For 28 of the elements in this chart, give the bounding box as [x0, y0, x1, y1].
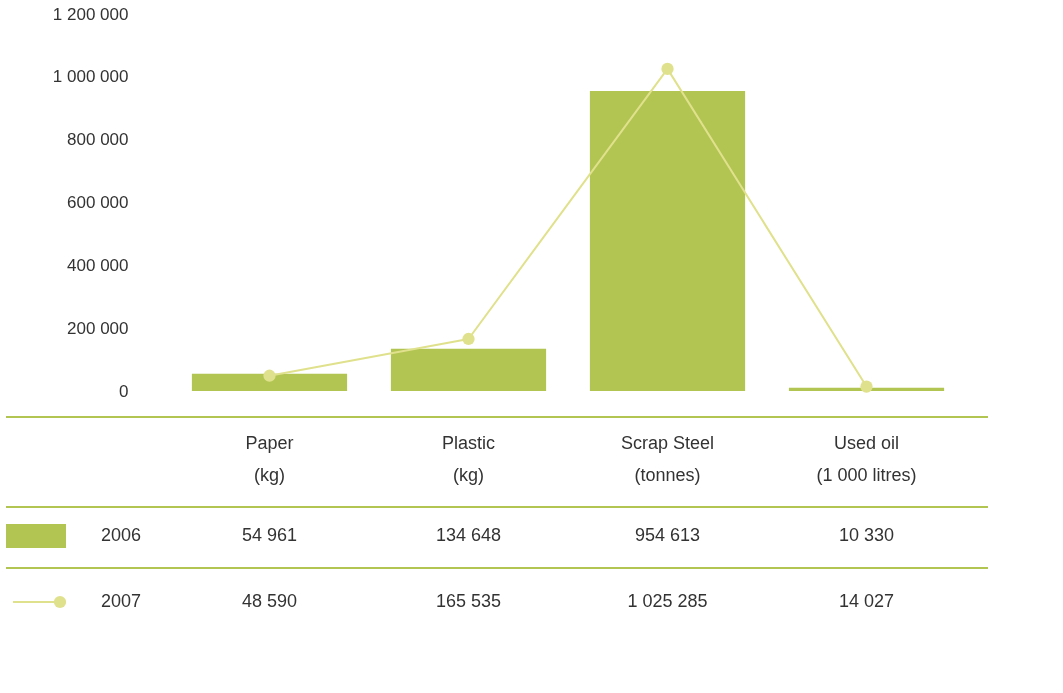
bar	[191, 373, 348, 391]
legend-label: 2006	[101, 525, 142, 545]
y-tick-label: 0	[119, 381, 129, 401]
y-tick-label: 1 000 000	[52, 67, 129, 87]
data-label: 14 027	[838, 591, 895, 611]
data-label: 1 025 285	[627, 591, 708, 611]
point	[860, 380, 873, 393]
y-tick-label: 400 000	[67, 255, 129, 275]
data-label: 48 590	[241, 591, 298, 611]
point	[263, 369, 276, 382]
data-label: 165 535	[435, 591, 502, 611]
x-tick-label: Used oil (1 000 litres)	[816, 433, 917, 485]
data-label: 134 648	[435, 525, 502, 545]
data-label: 54 961	[241, 525, 298, 545]
point	[661, 62, 674, 75]
data-label: 954 613	[634, 525, 701, 545]
x-tick-label: Paper (kg)	[245, 433, 294, 485]
y-tick-label: 600 000	[67, 193, 129, 212]
data-label: 10 330	[838, 525, 895, 545]
point	[462, 332, 475, 346]
legend-label: 2007	[101, 591, 142, 611]
x-tick-label: Plastic (kg)	[441, 433, 496, 485]
y-tick-label: 1 200 000	[52, 4, 129, 24]
y-tick-label: 200 000	[67, 318, 129, 338]
bar	[589, 91, 746, 391]
x-tick-label: Scrap Steel (tonnes)	[620, 433, 715, 485]
y-tick-label: 800 000	[67, 130, 129, 150]
bar	[390, 348, 547, 391]
